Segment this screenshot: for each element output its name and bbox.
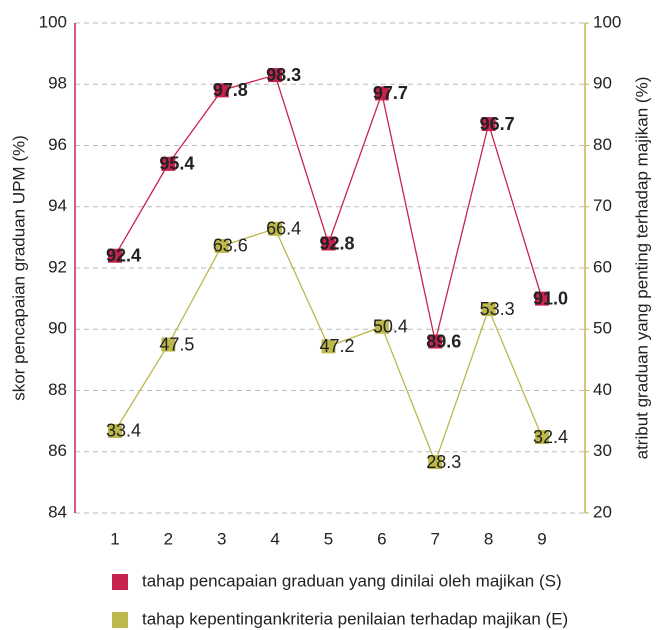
y2-tick-label: 50 (593, 319, 612, 338)
y2-tick-label: 70 (593, 196, 612, 215)
y-tick-label: 90 (48, 319, 67, 338)
x-tick-label: 4 (270, 529, 279, 548)
point-marker (481, 302, 496, 317)
y-tick-label: 86 (48, 441, 67, 460)
data-label: 47.5 (159, 334, 194, 354)
y-axis-label: skor pencapaian graduan UPM (%) (9, 135, 28, 401)
y2-tick-label: 100 (593, 12, 621, 31)
point-marker (214, 238, 229, 253)
data-label: 97.8 (213, 80, 248, 100)
point-marker (481, 117, 496, 132)
point-marker (161, 337, 176, 352)
data-label: 63.6 (213, 236, 248, 256)
point-marker (321, 236, 336, 251)
point-marker (108, 248, 122, 263)
data-label: 47.2 (320, 336, 355, 356)
y-tick-label: 94 (48, 196, 67, 215)
point-marker (428, 455, 443, 470)
legend-swatch (112, 574, 128, 590)
point-marker (535, 291, 549, 306)
data-label: 97.7 (373, 83, 408, 103)
data-label: 50.4 (373, 317, 408, 337)
y-tick-label: 100 (39, 12, 67, 31)
x-tick-label: 5 (324, 529, 333, 548)
y2-tick-label: 20 (593, 502, 612, 521)
y2-tick-label: 80 (593, 135, 612, 154)
data-label: 92.4 (106, 246, 141, 266)
point-marker (214, 83, 229, 98)
x-tick-label: 8 (484, 529, 493, 548)
point-marker (108, 423, 122, 438)
legend-label: tahap kepentingankriteria penilaian terh… (142, 609, 568, 628)
point-marker (428, 334, 443, 349)
y2-tick-label: 60 (593, 257, 612, 276)
point-marker (374, 319, 389, 334)
y-tick-label: 96 (48, 135, 67, 154)
y-tick-label: 92 (48, 257, 67, 276)
legend-label: tahap pencapaian graduan yang dinilai ol… (142, 571, 562, 590)
x-tick-label: 9 (537, 529, 546, 548)
data-label: 66.4 (266, 219, 301, 239)
x-tick-label: 7 (431, 529, 440, 548)
data-label: 95.4 (159, 154, 194, 174)
data-label: 33.4 (106, 421, 141, 441)
y-tick-label: 88 (48, 380, 67, 399)
y2-axis-label: atribut graduan yang penting terhadap ma… (632, 77, 651, 460)
y-tick-label: 98 (48, 74, 67, 93)
data-label: 92.8 (320, 233, 355, 253)
point-marker (374, 86, 389, 101)
y2-tick-label: 30 (593, 441, 612, 460)
point-marker (321, 339, 336, 354)
data-label: 28.3 (426, 452, 461, 472)
y2-tick-label: 90 (593, 74, 612, 93)
point-marker (535, 430, 549, 445)
y-tick-label: 84 (48, 502, 67, 521)
data-label: 96.7 (480, 114, 515, 134)
legend-swatch (112, 612, 128, 628)
data-label: 98.3 (266, 65, 301, 85)
data-label: 91.0 (533, 288, 568, 308)
x-tick-label: 1 (110, 529, 119, 548)
series-line (114, 74, 543, 342)
y2-tick-label: 40 (593, 380, 612, 399)
point-marker (268, 221, 283, 236)
x-tick-label: 2 (164, 529, 173, 548)
data-label: 53.3 (480, 299, 515, 319)
x-tick-label: 6 (377, 529, 386, 548)
point-marker (161, 156, 176, 171)
data-label: 32.4 (533, 427, 568, 447)
x-tick-label: 3 (217, 529, 226, 548)
point-marker (268, 68, 283, 83)
data-label: 89.6 (426, 331, 461, 351)
